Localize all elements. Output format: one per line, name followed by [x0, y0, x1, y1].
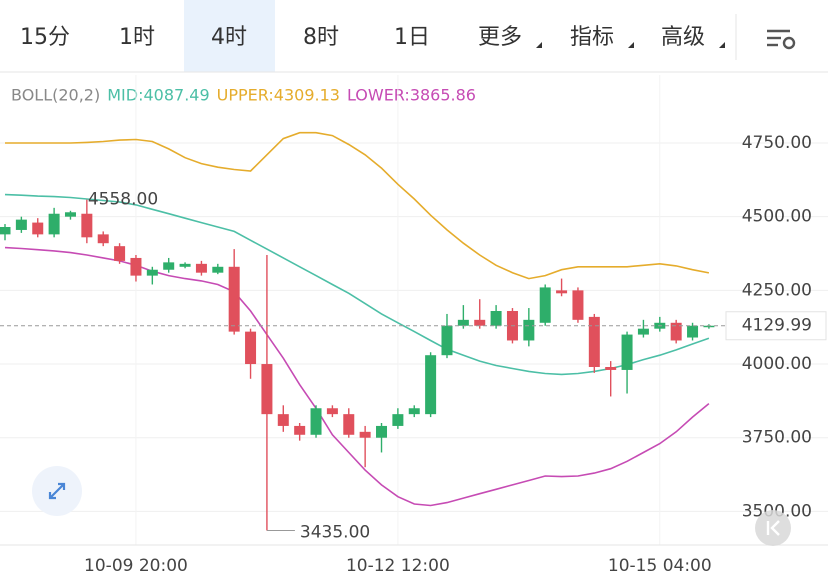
candle-body [228, 266, 240, 332]
y-tick-label: 4750.00 [742, 133, 812, 153]
scroll-latest-button[interactable] [755, 510, 791, 546]
candle-body [130, 257, 142, 276]
candle-body [425, 355, 437, 415]
candle-body [146, 269, 158, 276]
candle-body [556, 290, 568, 294]
min-annotation: 3435.00 [300, 523, 370, 543]
tab-bar: 15分 1时 4时 8时 1日 更多 指标 高级 [20, 0, 725, 72]
legend-entry: MID:4087.49 [107, 86, 209, 105]
tab[interactable]: 更多 [478, 25, 522, 50]
legend-entry: LOWER:3865.86 [347, 86, 476, 105]
active-tab-bg [184, 0, 275, 72]
boll-line [4, 246, 710, 507]
candle-body [0, 227, 11, 235]
last-price-label: 4129.99 [742, 316, 812, 336]
y-tick-label: 4250.00 [742, 280, 812, 300]
legend-entry: UPPER:4309.13 [217, 86, 340, 105]
last-price-box [725, 311, 827, 341]
max-annotation: 4558.00 [88, 190, 158, 210]
candle-body [457, 319, 469, 326]
candle-body [687, 325, 699, 338]
candle-body [97, 234, 109, 244]
y-tick-label: 4500.00 [742, 207, 812, 227]
candle-body [621, 334, 633, 370]
candle-body [163, 262, 175, 270]
legend: BOLL(20,2) MID:4087.49 UPPER:4309.13 LOWER:… [11, 86, 476, 105]
candle-body [588, 316, 600, 367]
dropdown-caret [628, 42, 634, 48]
x-tick-label: 10-12 12:00 [346, 556, 450, 576]
candle-body [703, 325, 715, 328]
candle-body [605, 366, 617, 370]
x-tick-label: 10-15 04:00 [608, 556, 712, 576]
candle-body [212, 266, 224, 273]
candle-body [343, 414, 355, 435]
candle-body [261, 364, 273, 415]
tab[interactable]: 4时 [211, 25, 247, 50]
boll-line [5, 131, 710, 280]
boll-line [4, 193, 710, 376]
candle-body [359, 431, 371, 438]
candle-body [490, 310, 502, 326]
tab[interactable]: 15分 [20, 25, 70, 50]
candle-body [523, 319, 535, 341]
settings-icon[interactable] [767, 29, 796, 50]
dropdown-caret [719, 42, 725, 48]
candle-body [32, 222, 44, 235]
candle-body [48, 213, 60, 235]
tab[interactable]: 1时 [119, 25, 155, 50]
candle-body [637, 328, 649, 335]
candle-body [277, 414, 289, 426]
candle-body [195, 263, 207, 273]
candle-body [376, 425, 388, 438]
dropdown-caret [536, 42, 542, 48]
candle-body [310, 408, 322, 435]
candle-body [441, 325, 453, 356]
candle-body [15, 219, 27, 230]
tab[interactable]: 1日 [394, 25, 430, 50]
tab[interactable]: 8时 [303, 25, 339, 50]
candle-body [392, 414, 404, 426]
tab[interactable]: 高级 [661, 25, 705, 50]
candle-body [179, 263, 191, 267]
candle-body [64, 212, 76, 217]
y-tick-label: 4000.00 [742, 354, 812, 374]
candle-body [408, 408, 420, 415]
candle-body [326, 408, 338, 415]
candle-body [474, 319, 486, 326]
x-tick-label: 10-09 20:00 [84, 556, 188, 576]
candle-body [294, 425, 306, 435]
plot-area: 3500.003750.004000.004250.004500.004750.… [0, 75, 828, 576]
indicator-label: BOLL(20,2) [11, 86, 100, 105]
candle-body [114, 246, 126, 261]
candle-body [670, 322, 682, 341]
candle-body [81, 213, 93, 238]
y-tick-label: 3750.00 [742, 428, 812, 448]
expand-button[interactable] [32, 466, 82, 516]
candle-body [245, 331, 257, 365]
candle-body [539, 287, 551, 323]
candle-body [572, 290, 584, 320]
tab[interactable]: 指标 [570, 25, 614, 50]
